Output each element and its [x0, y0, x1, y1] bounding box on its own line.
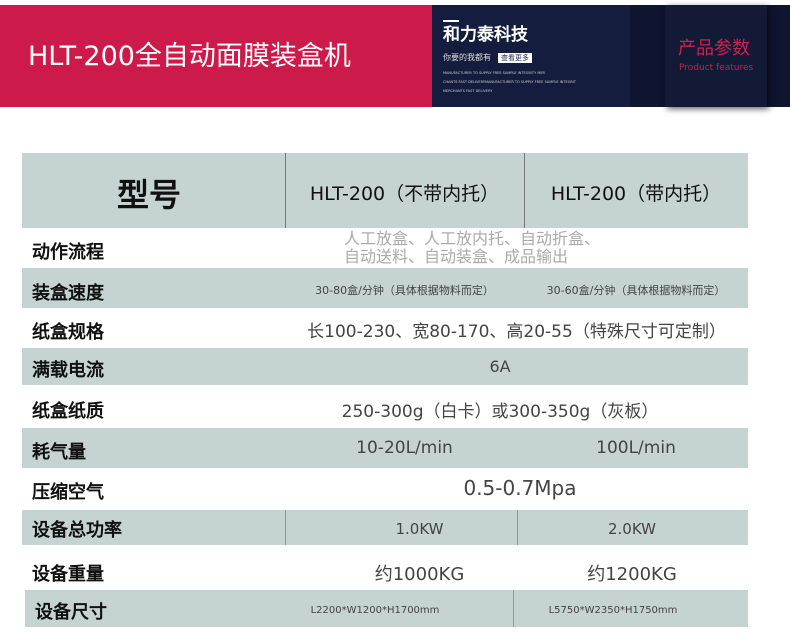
row-label: 设备重量 — [32, 564, 104, 585]
table-header: 型号 HLT-200（不带内托） HLT-200（带内托） — [22, 153, 748, 228]
column-divider — [513, 590, 514, 627]
english-line: CHANTS FAST DELIVERYMANUFACTURER TO SUPP… — [443, 80, 577, 84]
row-value: 1.0KW — [395, 520, 444, 538]
row-value: 自动送料、自动装盒、成品输出 — [344, 247, 569, 266]
section-title-en: Product features — [679, 63, 754, 73]
row-label: 设备尺寸 — [35, 602, 107, 623]
row-value: 100L/min — [596, 438, 676, 458]
table-row: 耗气量 10-20L/min 100L/min — [22, 428, 748, 468]
column-divider — [285, 153, 286, 228]
row-value: 6A — [489, 357, 511, 376]
table-row: 装盒速度 30-80盒/分钟（具体根据物料而定） 30-60盒/分钟（具体根据物… — [22, 268, 748, 308]
row-value: 约1000KG — [374, 564, 465, 585]
row-label: 设备总功率 — [32, 520, 122, 541]
table-row: 满载电流 6A — [22, 348, 748, 385]
banner-title-area — [0, 5, 432, 107]
more-button[interactable]: 查看更多 — [498, 53, 532, 63]
table-row: 动作流程 人工放盒、人工放内托、自动折盒、 自动送料、自动装盒、成品输出 — [22, 228, 748, 268]
row-value: 0.5-0.7Mpa — [463, 476, 577, 500]
row-value: 长100-230、宽80-170、高20-55（特殊尺寸可定制） — [307, 322, 726, 342]
column-divider — [285, 510, 286, 545]
column-divider — [524, 153, 525, 228]
table-row: 纸盒规格 长100-230、宽80-170、高20-55（特殊尺寸可定制） — [22, 308, 748, 348]
row-value: 约1200KG — [587, 564, 677, 585]
table-row: 设备重量 约1000KG 约1200KG — [22, 545, 748, 590]
row-value: 2.0KW — [608, 520, 656, 538]
row-label: 纸盒纸质 — [32, 401, 104, 422]
row-value: 30-60盒/分钟（具体根据物料而定） — [546, 284, 726, 297]
english-line: MANUFACTURER TO SUPPLY FREE SAMPLE INTEG… — [443, 71, 545, 75]
brand-divider — [443, 20, 459, 22]
page-title: HLT-200全自动面膜装盒机 — [28, 41, 351, 72]
row-label: 动作流程 — [32, 242, 104, 263]
row-label: 装盒速度 — [32, 283, 104, 304]
row-value: L5750*W2350*H1750mm — [548, 605, 678, 616]
row-value: L2200*W1200*H1700mm — [310, 605, 440, 616]
column-divider — [517, 510, 518, 545]
table-row: 设备总功率 1.0KW 2.0KW — [22, 510, 748, 545]
product-features-box — [665, 5, 767, 107]
table-row: 纸盒纸质 250-300g（白卡）或300-350g（灰板） — [22, 385, 748, 428]
english-line: MERCHANTS FAST DELIVERY — [443, 89, 493, 93]
row-value: 10-20L/min — [356, 438, 453, 458]
row-label: 满载电流 — [32, 360, 104, 381]
section-title-cn: 产品参数 — [678, 38, 750, 59]
brand-name: 和力泰科技 — [443, 25, 528, 45]
row-value: 30-80盒/分钟（具体根据物料而定） — [315, 284, 494, 297]
table-row: 设备尺寸 L2200*W1200*H1700mm L5750*W2350*H17… — [25, 590, 748, 627]
header-col1: HLT-200（不带内托） — [309, 183, 500, 205]
row-value: 250-300g（白卡）或300-350g（灰板） — [341, 402, 659, 422]
row-label: 压缩空气 — [32, 482, 104, 503]
header-label: 型号 — [117, 176, 182, 214]
row-value: 人工放盒、人工放内托、自动折盒、 — [344, 229, 601, 248]
row-label: 纸盒规格 — [32, 322, 104, 343]
header-col2: HLT-200（带内托） — [550, 183, 722, 205]
row-label: 耗气量 — [32, 442, 86, 463]
table-row: 压缩空气 0.5-0.7Mpa — [22, 468, 748, 510]
slogan: 你要的我都有 — [443, 53, 491, 62]
